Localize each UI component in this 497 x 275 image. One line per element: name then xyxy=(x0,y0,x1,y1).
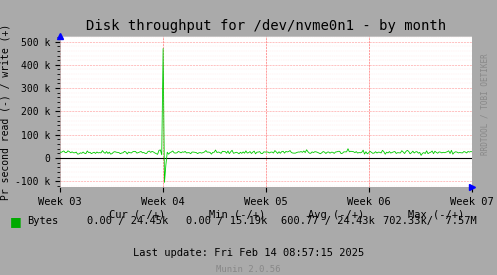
Text: 0.00 / 24.45k: 0.00 / 24.45k xyxy=(87,216,168,226)
Text: Last update: Fri Feb 14 08:57:15 2025: Last update: Fri Feb 14 08:57:15 2025 xyxy=(133,248,364,258)
Text: Max (-/+): Max (-/+) xyxy=(408,210,464,219)
Title: Disk throughput for /dev/nvme0n1 - by month: Disk throughput for /dev/nvme0n1 - by mo… xyxy=(86,19,446,33)
Text: Min (-/+): Min (-/+) xyxy=(209,210,265,219)
Text: Avg (-/+): Avg (-/+) xyxy=(308,210,364,219)
Text: Cur (-/+): Cur (-/+) xyxy=(109,210,166,219)
Text: Munin 2.0.56: Munin 2.0.56 xyxy=(216,265,281,274)
Text: Bytes: Bytes xyxy=(27,216,59,226)
Text: 0.00 / 15.19k: 0.00 / 15.19k xyxy=(186,216,267,226)
Y-axis label: Pr second read (-) / write (+): Pr second read (-) / write (+) xyxy=(0,23,10,199)
Text: 702.33k/  7.57M: 702.33k/ 7.57M xyxy=(383,216,477,226)
Text: RRDTOOL / TOBI OETIKER: RRDTOOL / TOBI OETIKER xyxy=(480,54,489,155)
Text: 600.77 / 24.43k: 600.77 / 24.43k xyxy=(281,216,375,226)
Text: ■: ■ xyxy=(10,215,22,228)
